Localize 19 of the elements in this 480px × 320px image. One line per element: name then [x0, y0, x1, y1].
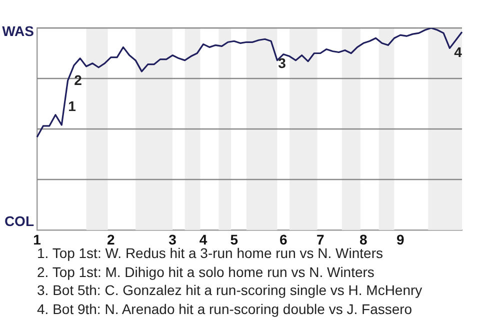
x-tick-label: 1 — [33, 231, 42, 248]
x-tick-label: 6 — [279, 231, 288, 248]
annotation: 4 — [454, 44, 462, 60]
text: 2. Top 1st: M. Dihigo hit a solo home run vs N. Winters — [37, 262, 376, 282]
annotation: 3 — [278, 55, 286, 71]
x-tick-label: 2 — [107, 231, 116, 248]
x-tick-label: 9 — [396, 231, 405, 248]
x-tick-label: 3 — [168, 231, 177, 248]
x-tick-label: 4 — [199, 231, 208, 248]
text: 4. Bot 9th: N. Arenado hit a run-scoring double vs J. Fassero — [37, 300, 414, 319]
x-tick-label: 7 — [316, 231, 324, 248]
annotation: 2 — [74, 72, 82, 88]
x-tick-label: 5 — [230, 231, 238, 248]
text: 1. Top 1st: W. Redus hit a 3-run home run vs N. Winters — [37, 245, 383, 261]
text: 3. Bot 5th: C. Gonzalez hit a run-scoring single vs H. McHenry — [37, 281, 422, 300]
x-tick-label: 8 — [360, 231, 368, 248]
text: WAS — [2, 23, 34, 39]
text: COL — [4, 213, 34, 229]
annotation: 1 — [68, 98, 76, 114]
